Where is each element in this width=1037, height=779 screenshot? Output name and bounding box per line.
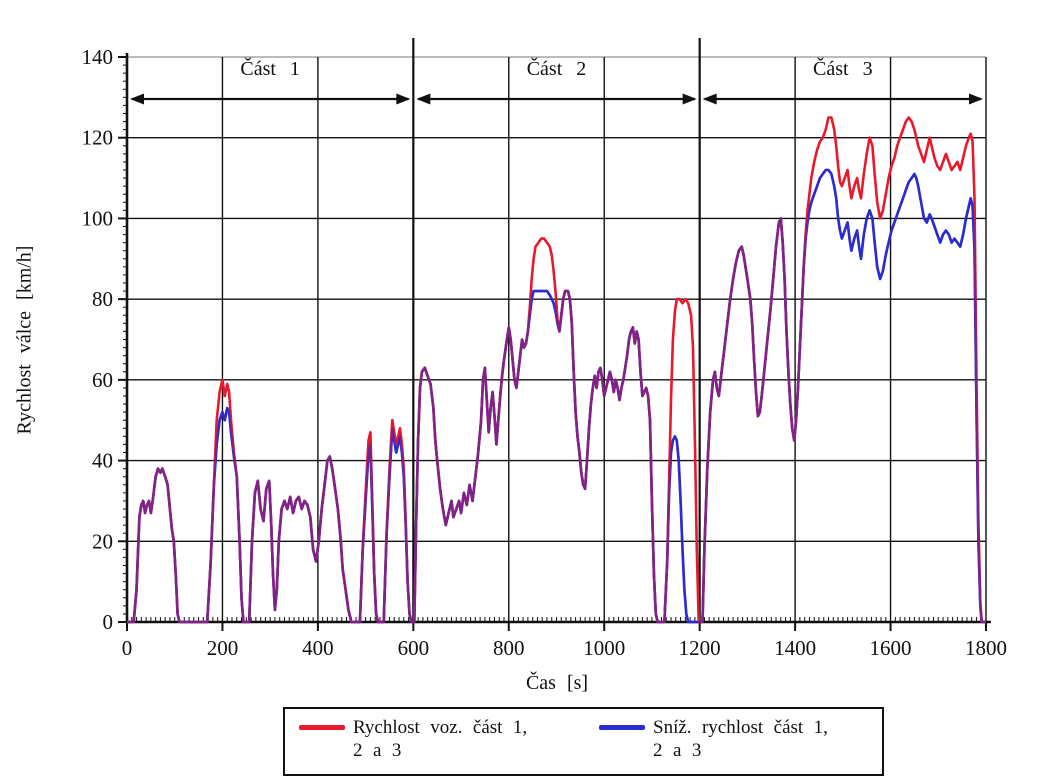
series-downscaled-speed-overlay — [127, 168, 986, 624]
series-vehicle-speed-line — [127, 116, 986, 624]
legend-label-line2: 2 a 3 — [653, 740, 702, 762]
x-tick-label: 1600 — [870, 636, 912, 660]
x-tick-label: 1000 — [583, 636, 625, 660]
x-tick-label: 1400 — [774, 636, 816, 660]
arrowhead-icon — [702, 93, 717, 105]
legend-label-line1: Sníž. rychlost část 1, — [653, 717, 828, 738]
arrowhead-icon — [969, 93, 983, 105]
x-tick-label: 600 — [398, 636, 430, 660]
x-tick-label: 1800 — [965, 636, 1007, 660]
x-tick-label: 400 — [302, 636, 334, 660]
legend-label: Sníž. rychlost část 1, 2 a 3 — [653, 716, 828, 762]
y-tick-label: 120 — [82, 126, 114, 150]
blue-line-swatch — [599, 725, 645, 730]
section-label-cast-2: Část 2 — [526, 58, 587, 80]
arrowhead-icon — [416, 93, 431, 105]
x-tick-label: 800 — [493, 636, 525, 660]
legend-label-line2: 2 a 3 — [353, 740, 402, 762]
y-tick-label: 60 — [92, 368, 113, 392]
section-label-cast-3: Část 3 — [813, 58, 873, 80]
legend-label-line1: Rychlost voz. část 1, — [353, 717, 528, 738]
x-tick-label: 0 — [122, 636, 133, 660]
legend-entry-vehicle-speed: Rychlost voz. část 1, 2 a 3 — [299, 716, 577, 762]
x-tick-label: 1200 — [679, 636, 721, 660]
arrowhead-icon — [682, 93, 697, 105]
y-tick-label: 140 — [82, 45, 114, 69]
x-axis-title: Čas [s] — [525, 672, 589, 694]
x-tick-label: 200 — [207, 636, 239, 660]
arrowhead-icon — [396, 93, 411, 105]
y-axis-title: Rychlost válce [km/h] — [13, 245, 36, 435]
y-tick-label: 40 — [92, 449, 113, 473]
y-tick-label: 20 — [92, 529, 113, 553]
legend-entry-downscaled-speed: Sníž. rychlost část 1, 2 a 3 — [599, 716, 828, 762]
y-tick-label: 0 — [103, 610, 114, 634]
red-line-swatch — [299, 725, 345, 730]
section-label-cast-1: Část 1 — [240, 58, 300, 80]
legend-label: Rychlost voz. část 1, 2 a 3 — [353, 716, 527, 762]
y-tick-label: 100 — [82, 206, 114, 230]
legend: Rychlost voz. část 1, 2 a 3 Sníž. rychlo… — [283, 707, 884, 776]
y-tick-label: 80 — [92, 287, 113, 311]
arrowhead-icon — [130, 93, 144, 105]
